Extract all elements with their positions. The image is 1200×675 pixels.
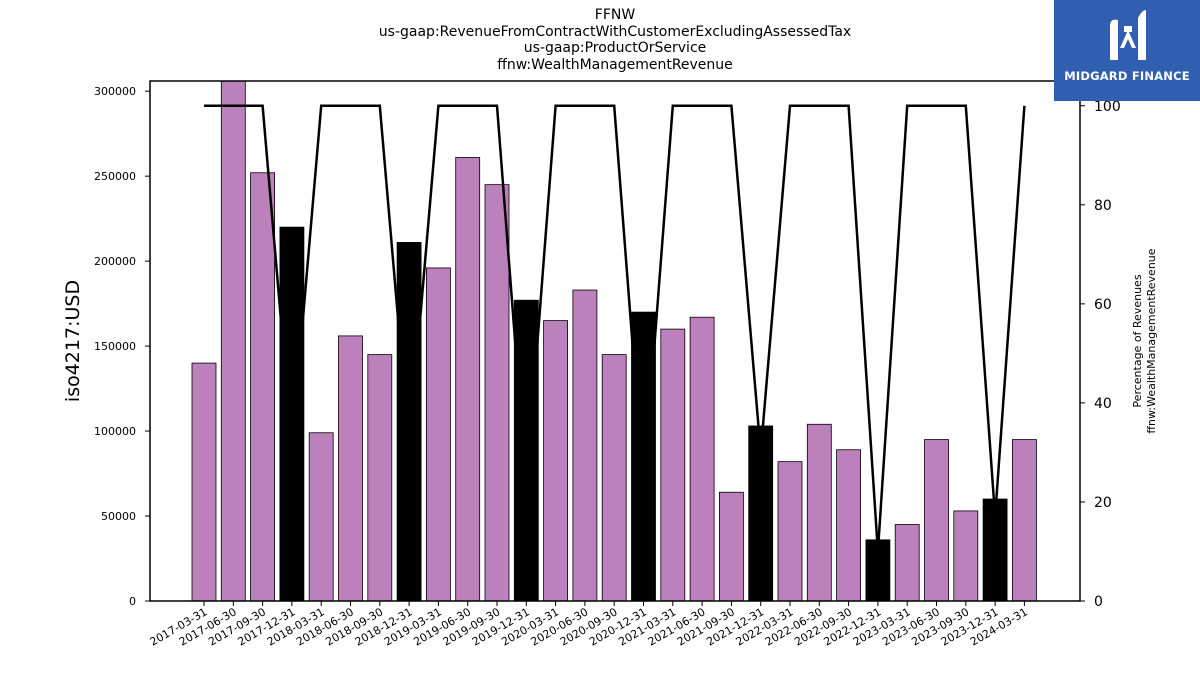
bar (1012, 439, 1037, 602)
right-axis-ticks: 0 20 40 60 80 100 (1080, 99, 1121, 610)
bar (924, 439, 949, 602)
chart-title-line-2: us-gaap:RevenueFromContractWithCustomerE… (378, 24, 852, 40)
y-tick-label: 50000 (101, 510, 136, 523)
y-tick-label: 100000 (94, 425, 136, 438)
bar (513, 299, 539, 602)
bar (894, 524, 920, 602)
bar (191, 362, 217, 602)
y2-axis-label-line-1: Percentage of Revenues (1131, 274, 1144, 407)
chart-title-line-3: us-gaap:ProductOrService (523, 40, 707, 56)
chart-title-line-1: FFNW (594, 7, 636, 23)
y-axis-label: iso4217:USD (62, 280, 84, 402)
bar (660, 328, 686, 602)
x-axis-ticks: 2017-03-312017-06-302017-09-302017-12-31… (148, 601, 1030, 649)
logo-text: MIDGARD FINANCE (1064, 69, 1190, 83)
bar (396, 242, 422, 602)
bar (719, 491, 744, 602)
y-tick-label: 250000 (94, 170, 136, 183)
y2-axis-label-line-2: ffnw:WealthManagementRevenue (1145, 248, 1158, 433)
bar (338, 335, 363, 602)
bar (572, 289, 598, 602)
y-tick-label: 0 (129, 595, 136, 608)
bar (543, 320, 568, 602)
y2-tick-label: 40 (1094, 396, 1112, 412)
y-tick-label: 200000 (94, 255, 136, 268)
bar (220, 80, 246, 602)
y2-tick-label: 60 (1094, 297, 1112, 313)
line-layer (204, 104, 1026, 552)
left-axis-ticks: 0 50000 100000 150000 200000 250000 300000 (94, 85, 150, 608)
bars-layer (191, 80, 1037, 602)
bar (631, 311, 656, 602)
bar (250, 172, 276, 602)
bar (308, 432, 334, 602)
bar (455, 157, 481, 602)
midgard-logo-icon (1110, 10, 1146, 61)
bar (748, 425, 774, 602)
bar (279, 226, 305, 602)
plot-frame (149, 80, 1081, 602)
bar (836, 449, 861, 602)
y2-tick-label: 80 (1094, 198, 1112, 214)
bar (484, 184, 510, 602)
y2-tick-label: 0 (1094, 594, 1103, 610)
bar (367, 354, 393, 602)
y-tick-label: 300000 (94, 85, 136, 98)
midgard-finance-logo: MIDGARD FINANCE (1054, 0, 1200, 101)
chart-title-line-4: ffnw:WealthManagementRevenue (497, 57, 733, 73)
bar (601, 354, 627, 602)
bar (425, 267, 451, 602)
bar (953, 510, 979, 602)
percentage-line (204, 104, 1026, 552)
y2-tick-label: 20 (1094, 495, 1112, 511)
y2-tick-label: 100 (1094, 99, 1121, 115)
bar (689, 316, 715, 602)
bar (777, 461, 803, 602)
y-tick-label: 150000 (94, 340, 136, 353)
bar (806, 423, 832, 602)
